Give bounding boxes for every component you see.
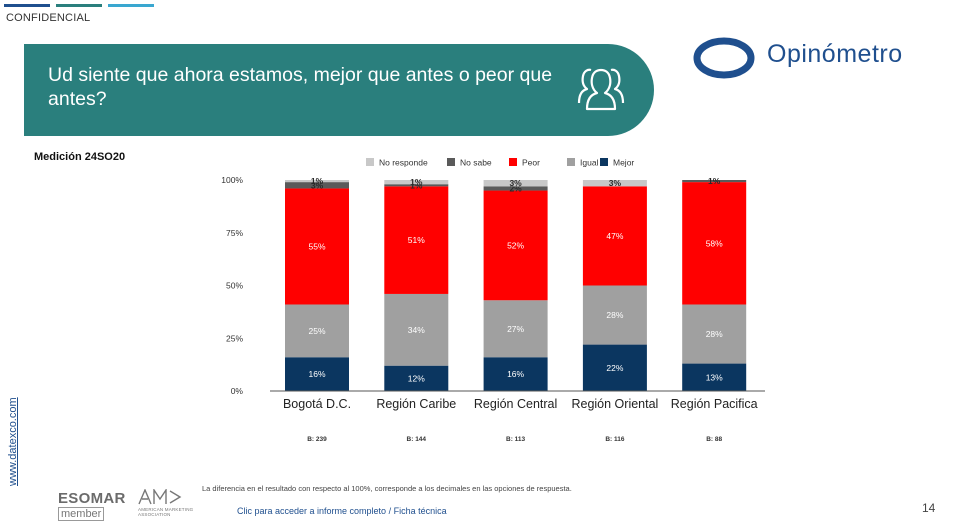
bar-segment [285,304,349,358]
confidential-label: CONFIDENCIAL [6,12,91,24]
question-text: Ud siente que ahora estamos, mejor que a… [48,64,553,110]
legend-swatch [567,158,575,166]
legend-swatch [366,158,374,166]
sample-base-label: B: 88 [706,436,722,443]
bar-data-label: 27% [507,324,524,334]
bar-segment [384,184,449,187]
legend-label: Peor [522,158,540,168]
bar-segment [582,344,647,391]
legend-label: No responde [379,158,428,168]
footnote: La diferencia en el resultado con respec… [202,484,572,493]
top-bar-blue [4,4,50,7]
y-tick-label: 50% [226,281,243,291]
bar-segment [483,180,548,187]
bar-segment [285,188,349,305]
bar-data-label: 25% [308,326,325,336]
legend-label: No sabe [460,158,492,168]
bar-data-label: 34% [408,325,425,335]
y-tick-label: 25% [226,333,243,343]
bar-data-label: 2% [509,183,522,193]
bar-data-label: 47% [606,231,623,241]
bar-data-label: 3% [509,178,522,188]
bar-data-label: 1% [410,180,423,190]
brand-name: Opinómetro [767,40,903,68]
esomar-logo: ESOMAR [58,490,126,507]
opinometro-logo-icon [693,37,755,79]
bar-segment [384,293,449,366]
side-website-link[interactable]: www.datexco.com [7,397,19,486]
page-number: 14 [922,501,936,515]
bar-data-label: 55% [308,241,325,251]
bar-segment [384,365,449,391]
y-tick-label: 75% [226,228,243,238]
bar-segment [384,186,449,294]
bar-data-label: 51% [408,235,425,245]
bar-segment [285,180,349,183]
bar-data-label: 13% [706,372,723,382]
bar-segment [582,285,647,345]
x-category-label: Región Pacifica [671,397,758,411]
bar-segment [483,300,548,358]
bar-segment [483,186,548,191]
bar-data-label: 28% [706,329,723,339]
bar-segment [682,180,747,183]
bar-data-label: 1% [410,177,423,187]
bar-segment [285,182,349,189]
y-tick-label: 100% [221,175,243,185]
bar-segment [682,304,747,364]
bar-data-label: 12% [408,373,425,383]
bar-data-label: 58% [706,238,723,248]
legend-label: Mejor [613,158,634,168]
bar-data-label: 28% [606,310,623,320]
legend-swatch [600,158,608,166]
esomar-member-label: member [58,507,105,521]
sample-base-label: B: 116 [605,436,625,443]
bar-data-label: 3% [609,178,622,188]
legend-swatch [509,158,517,166]
bar-segment [682,363,747,391]
x-category-label: Región Oriental [571,397,658,411]
bar-segment [682,182,747,305]
bar-segment [285,357,349,391]
bar-data-label: 16% [507,369,524,379]
bar-segment [483,357,548,391]
top-color-bars [4,4,154,7]
bar-data-label: 1% [311,176,324,186]
ama-logo-icon [138,489,182,505]
sample-base-label: B: 113 [506,436,526,443]
question-banner: Ud siente que ahora estamos, mejor que a… [24,44,654,136]
x-category-label: Región Caribe [376,397,456,411]
x-category-label: Bogotá D.C. [283,397,351,411]
sample-base-label: B: 144 [407,436,427,443]
people-group-icon [577,68,625,111]
bar-segment [483,190,548,301]
measurement-label: Medición 24SO20 [34,151,126,163]
x-category-label: Región Central [474,397,557,411]
sample-base-label: B: 239 [307,436,327,443]
bar-data-label: 22% [606,363,623,373]
bar-segment [582,180,647,187]
top-bar-light-blue [108,4,154,7]
legend-label: Igual [580,158,599,168]
bar-data-label: 3% [311,180,324,190]
full-report-link[interactable]: Clic para acceder a informe completo / F… [237,506,447,516]
top-bar-teal [56,4,102,7]
bar-data-label: 1% [708,176,721,186]
ama-subtitle: AMERICAN MARKETING ASSOCIATION [138,507,194,517]
bar-data-label: 16% [308,369,325,379]
bar-segment [384,180,449,185]
y-tick-label: 0% [231,386,244,396]
bar-data-label: 52% [507,240,524,250]
bar-segment [582,186,647,286]
legend-swatch [447,158,455,166]
